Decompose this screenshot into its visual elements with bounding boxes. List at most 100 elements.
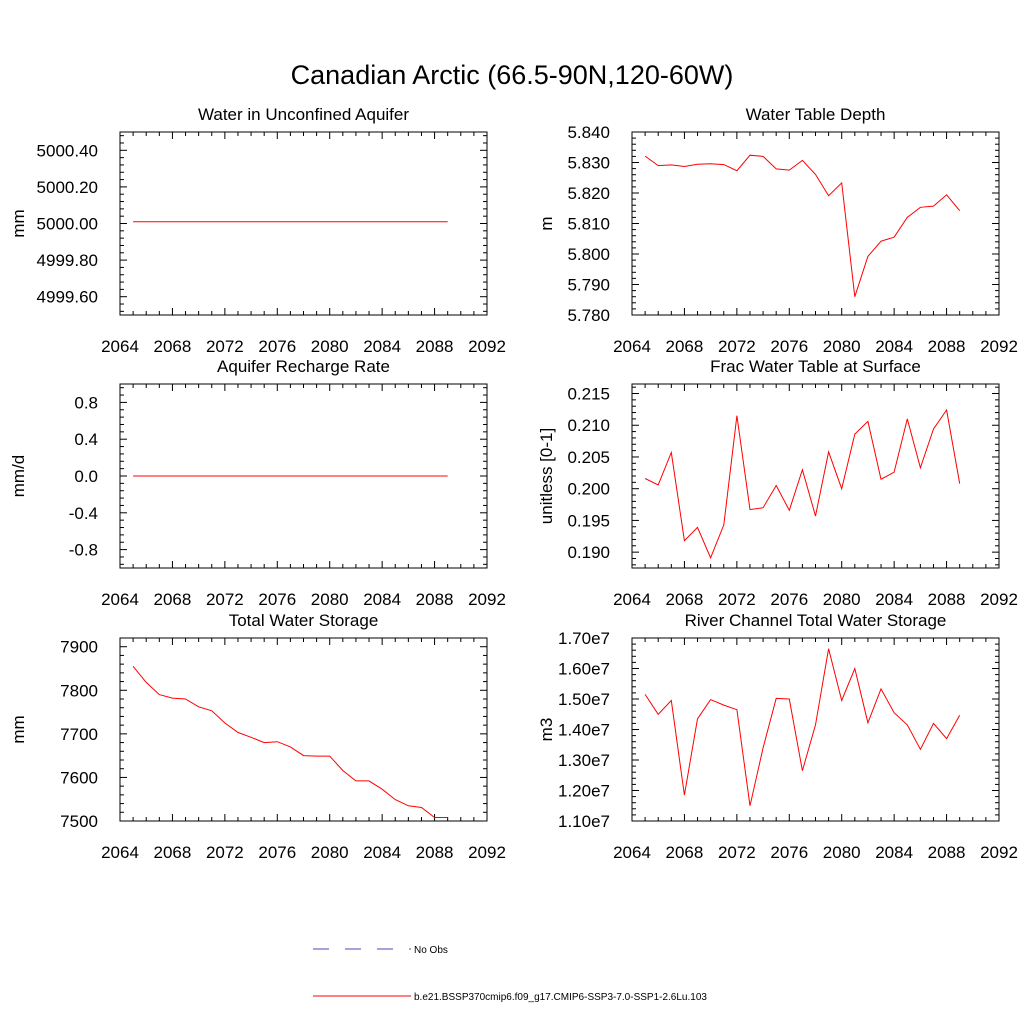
y-tick-label: 1.30e7 (558, 751, 610, 770)
series-line (132, 665, 448, 818)
y-tick-label: -0.8 (69, 541, 98, 560)
x-tick-label: 2076 (258, 843, 296, 862)
y-axis-label: m3 (537, 718, 556, 742)
panel-title: Water in Unconfined Aquifer (198, 105, 409, 124)
panel-6: 2064 2068 2072 2076 2080 2084 2088 2092 1.10e7 1.… (537, 611, 1018, 862)
x-tick-label: 2080 (823, 590, 861, 609)
x-tick-label: 2076 (770, 843, 808, 862)
y-axis-label: mm/d (9, 455, 28, 498)
x-tick-label: 2088 (928, 843, 966, 862)
x-tick-label: 2092 (980, 843, 1018, 862)
x-tick-label: 2080 (311, 843, 349, 862)
x-tick-label: 2084 (875, 337, 913, 356)
y-tick-label: 0.8 (74, 393, 98, 412)
y-tick-label: 5.790 (567, 276, 610, 295)
x-tick-label: 2068 (154, 843, 192, 862)
x-tick-label: 2076 (770, 337, 808, 356)
y-tick-label: 5000.40 (37, 141, 98, 160)
x-tick-label: 2068 (154, 337, 192, 356)
x-tick-label: 2072 (206, 843, 244, 862)
x-tick-label: 2080 (823, 843, 861, 862)
y-tick-label: 0.215 (567, 385, 610, 404)
plot-frame (631, 637, 1000, 822)
x-tick-label: 2088 (416, 337, 454, 356)
y-tick-label: 4999.60 (37, 288, 98, 307)
legend-label-model: b.e21.BSSP370cmip6.f09_g17.CMIP6-SSP3-7.… (414, 992, 707, 1003)
x-tick-label: 2072 (206, 337, 244, 356)
y-tick-label: 0.190 (567, 543, 610, 562)
y-tick-label: 0.210 (567, 416, 610, 435)
x-tick-label: 2088 (928, 337, 966, 356)
y-axis-label: m (537, 216, 556, 230)
legend-label-no-obs: No Obs (414, 945, 448, 956)
x-tick-label: 2080 (311, 337, 349, 356)
x-tick-label: 2088 (416, 843, 454, 862)
y-tick-label: 5.810 (567, 215, 610, 234)
y-tick-label: 0.200 (567, 480, 610, 499)
y-tick-label: 5.780 (567, 306, 610, 325)
x-tick-label: 2068 (666, 843, 704, 862)
x-tick-label: 2092 (468, 843, 506, 862)
y-tick-label: 5000.20 (37, 178, 98, 197)
x-tick-label: 2072 (718, 590, 756, 609)
y-tick-label: 0.195 (567, 511, 610, 530)
y-tick-label: 7900 (60, 638, 98, 657)
y-tick-label: 7600 (60, 768, 98, 787)
legend: No Obs b.e21.BSSP370cmip6.f09_g17.CMIP6-… (313, 945, 707, 1003)
y-tick-label: -0.4 (69, 504, 98, 523)
figure-title: Canadian Arctic (66.5-90N,120-60W) (291, 60, 734, 90)
x-tick-label: 2064 (613, 590, 651, 609)
panel-4: 2064 2068 2072 2076 2080 2084 2088 2092 0.190 0.1… (537, 357, 1018, 609)
x-tick-label: 2076 (258, 590, 296, 609)
plot-frame (119, 637, 488, 822)
x-tick-label: 2068 (154, 590, 192, 609)
y-tick-label: 0.0 (74, 467, 98, 486)
x-tick-label: 2080 (823, 337, 861, 356)
x-tick-label: 2064 (101, 843, 139, 862)
y-tick-label: 1.40e7 (558, 721, 610, 740)
panels: 2064 2068 2072 2076 2080 2084 2088 2092 4999.60 4… (9, 105, 1018, 862)
y-tick-label: 0.205 (567, 448, 610, 467)
panel-2: 2064 2068 2072 2076 2080 2084 2088 2092 5.780 5.7… (537, 105, 1018, 356)
x-tick-label: 2080 (311, 590, 349, 609)
y-tick-label: 1.60e7 (558, 660, 610, 679)
x-tick-label: 2064 (101, 337, 139, 356)
x-tick-label: 2084 (875, 843, 913, 862)
y-tick-label: 5.820 (567, 184, 610, 203)
x-tick-label: 2068 (666, 337, 704, 356)
series-line (644, 648, 961, 806)
panel-title: River Channel Total Water Storage (685, 611, 947, 630)
y-tick-label: 4999.80 (37, 251, 98, 270)
y-tick-label: 5.800 (567, 245, 610, 264)
x-tick-label: 2064 (613, 843, 651, 862)
y-tick-label: 1.20e7 (558, 782, 610, 801)
y-tick-label: 7500 (60, 812, 98, 831)
x-tick-label: 2084 (363, 843, 401, 862)
x-tick-label: 2084 (363, 590, 401, 609)
x-tick-label: 2088 (928, 590, 966, 609)
y-tick-label: 1.50e7 (558, 690, 610, 709)
x-tick-label: 2076 (258, 337, 296, 356)
y-tick-label: 1.70e7 (558, 629, 610, 648)
panel-title: Aquifer Recharge Rate (217, 357, 390, 376)
y-tick-label: 5000.00 (37, 215, 98, 234)
y-axis-label: mm (9, 715, 28, 743)
x-tick-label: 2092 (468, 590, 506, 609)
x-tick-label: 2068 (666, 590, 704, 609)
x-tick-label: 2072 (718, 337, 756, 356)
x-tick-label: 2092 (980, 590, 1018, 609)
plot-frame (119, 131, 488, 316)
panel-title: Frac Water Table at Surface (710, 357, 921, 376)
x-tick-label: 2064 (101, 590, 139, 609)
y-tick-label: 7700 (60, 725, 98, 744)
y-tick-label: 5.840 (567, 123, 610, 142)
series-line (644, 408, 961, 560)
panel-title: Water Table Depth (746, 105, 886, 124)
x-tick-label: 2064 (613, 337, 651, 356)
x-tick-label: 2084 (875, 590, 913, 609)
y-axis-label: unitless [0-1] (537, 428, 556, 524)
panel-5: 2064 2068 2072 2076 2080 2084 2088 2092 7500 7600… (9, 611, 506, 862)
x-tick-label: 2072 (206, 590, 244, 609)
y-axis-label: mm (9, 209, 28, 237)
